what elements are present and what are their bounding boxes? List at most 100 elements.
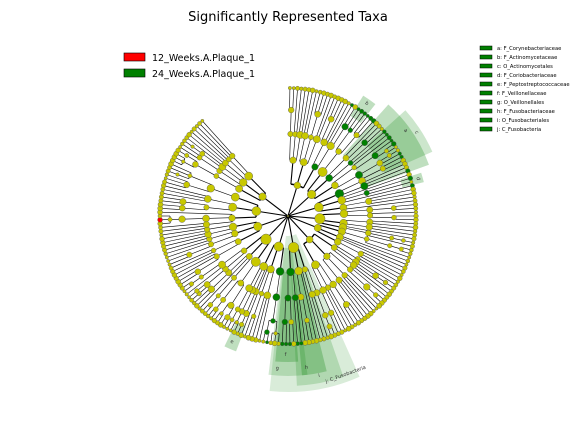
taxon-node: [229, 152, 236, 159]
taxon-node: [284, 294, 292, 302]
taxon-node: [163, 176, 168, 181]
taxon-node: [347, 127, 353, 133]
taxon-node: [390, 205, 397, 211]
tree-branch: [162, 230, 208, 240]
tree-branch: [162, 189, 208, 200]
tree-branch: [240, 268, 268, 336]
tree-branch: [303, 90, 314, 136]
tree-branch: [202, 120, 234, 156]
taxon-node: [268, 340, 274, 346]
taxon-node: [288, 106, 295, 114]
taxon-node: [365, 223, 373, 231]
taxon-node: [299, 86, 304, 91]
taxon-node: [386, 153, 392, 158]
taxon-node: [261, 339, 266, 344]
taxon-node: [291, 86, 296, 90]
tree-branch: [182, 143, 201, 157]
taxon-node: [159, 190, 165, 196]
taxon-node: [166, 259, 171, 263]
taxon-node: [295, 85, 300, 91]
tree-branch: [360, 253, 402, 276]
taxon-node: [308, 290, 316, 298]
highlight-label: d: [414, 176, 421, 181]
taxon-node: [334, 238, 342, 246]
clade-key: a: F_Corynebacteriaceae b: F_Actinomyceta…: [479, 45, 570, 133]
tree-branch: [272, 297, 277, 321]
taxon-node: [327, 115, 335, 123]
taxon-node: [189, 129, 194, 134]
taxon-node: [202, 214, 210, 223]
tree-branch: [170, 249, 214, 269]
taxon-node: [310, 87, 316, 94]
tree-branch: [301, 270, 321, 340]
tree-branch: [368, 192, 414, 202]
taxon-node: [302, 340, 308, 346]
tree-branch: [289, 134, 291, 161]
taxon-node: [270, 318, 276, 324]
taxon-node: [235, 184, 243, 193]
tree-branch: [335, 245, 358, 260]
taxon-node: [187, 295, 191, 300]
taxon-node: [184, 153, 190, 158]
taxon-node: [299, 341, 304, 346]
tree-branch: [332, 249, 354, 266]
taxon-node: [231, 274, 237, 281]
tree-branch: [355, 155, 376, 170]
taxon-node: [408, 251, 413, 256]
legend-swatch-1: [123, 52, 146, 62]
tree-branch: [225, 251, 246, 270]
tree-branch: [170, 163, 192, 174]
tree-branch: [182, 207, 207, 211]
taxon-node: [229, 317, 235, 323]
taxon-node: [412, 194, 417, 199]
taxon-node: [317, 167, 328, 177]
taxon-node: [391, 141, 397, 147]
taxon-node: [208, 241, 214, 248]
tree-branch: [259, 295, 271, 341]
taxon-node: [213, 253, 220, 260]
tree-branch: [344, 275, 377, 309]
taxon-node: [335, 276, 343, 284]
tree-branch: [356, 118, 371, 136]
taxon-node: [376, 159, 384, 167]
taxon-node: [405, 258, 411, 264]
tree-branch: [300, 270, 317, 341]
taxon-node: [244, 171, 253, 181]
taxon-node: [288, 86, 292, 90]
tree-branch: [160, 208, 183, 210]
tree-branch: [160, 200, 183, 204]
tree-branch: [340, 134, 357, 154]
tree-branch: [321, 119, 332, 142]
tree-branch: [308, 319, 314, 342]
tree-branch: [206, 217, 233, 219]
tree-branch: [349, 131, 385, 163]
tree-branch: [332, 99, 343, 120]
tree-branch: [316, 292, 326, 316]
taxon-node: [258, 192, 267, 201]
highlight-label: g: [276, 366, 280, 372]
taxon-node: [227, 301, 235, 309]
taxon-node: [322, 312, 329, 319]
tree-branch: [201, 262, 222, 278]
taxon-node: [228, 328, 233, 333]
tree-branch: [369, 196, 415, 205]
tree-branch: [207, 228, 234, 235]
tree-branch: [363, 167, 407, 186]
taxon-node: [287, 131, 294, 137]
taxon-node: [314, 110, 322, 118]
highlight-sector: [350, 95, 376, 124]
legend-label-1: 12_Weeks.A.Plaque_1: [152, 53, 255, 64]
taxon-node: [363, 283, 371, 291]
taxon-node: [325, 174, 333, 182]
tree-branch: [196, 125, 230, 159]
tree-branch: [255, 267, 267, 292]
tree-branch: [160, 225, 207, 232]
tree-branch: [225, 162, 246, 181]
tree-branch: [367, 235, 413, 247]
tree-branch: [317, 93, 325, 115]
tree-branch: [172, 251, 215, 272]
tree-branch: [329, 98, 339, 119]
taxon-node: [395, 148, 400, 153]
taxon-node: [379, 165, 386, 172]
taxon-node: [352, 104, 359, 110]
